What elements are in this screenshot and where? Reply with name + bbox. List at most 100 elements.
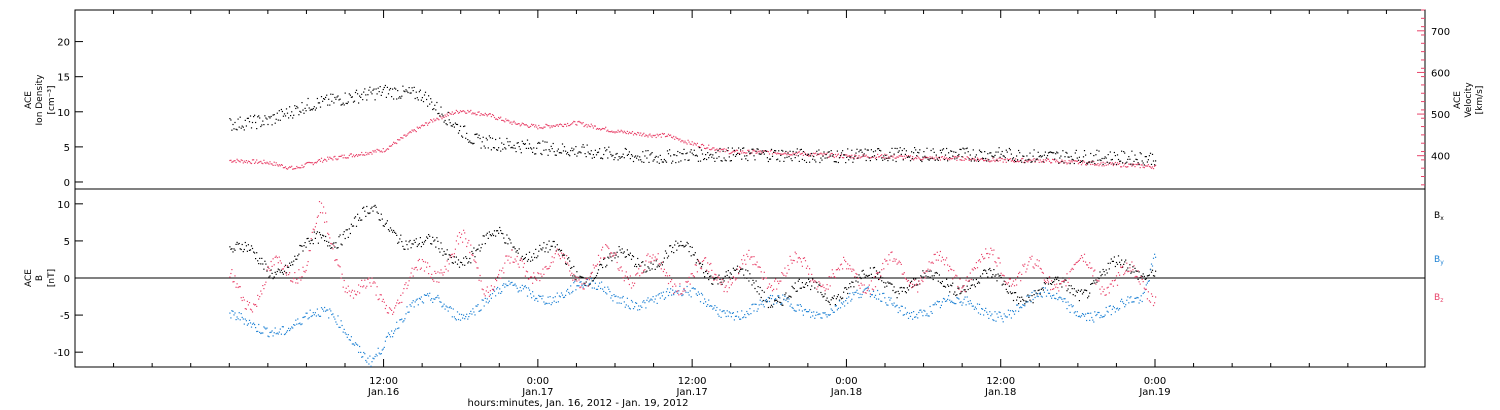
bz-point bbox=[676, 291, 678, 293]
bz-point bbox=[403, 288, 405, 290]
left-point bbox=[329, 104, 331, 106]
left-point bbox=[863, 153, 865, 155]
right-point bbox=[333, 156, 335, 158]
left-point bbox=[1091, 161, 1093, 163]
bz-point bbox=[1069, 271, 1071, 273]
right-point bbox=[711, 148, 713, 150]
bz-point bbox=[894, 260, 896, 262]
bx-point bbox=[352, 225, 355, 227]
left-point bbox=[678, 161, 680, 163]
bz-point bbox=[537, 272, 539, 274]
right-point bbox=[847, 155, 849, 157]
bx-point bbox=[1131, 271, 1133, 273]
bz-point bbox=[558, 255, 560, 257]
bx-point bbox=[914, 284, 916, 286]
by-point bbox=[780, 303, 782, 305]
left-point bbox=[1005, 149, 1007, 151]
bz-point bbox=[1090, 267, 1092, 269]
bx-point bbox=[1019, 296, 1021, 299]
right-point bbox=[309, 162, 311, 164]
by-point bbox=[312, 312, 314, 314]
left-point bbox=[925, 157, 927, 159]
by-point bbox=[642, 301, 644, 303]
bz-point bbox=[802, 257, 804, 259]
by-point bbox=[343, 328, 345, 330]
bz-point bbox=[238, 286, 240, 288]
right-point bbox=[265, 162, 267, 165]
bz-point bbox=[922, 280, 924, 283]
right-point bbox=[317, 159, 319, 161]
bz-point bbox=[418, 258, 420, 260]
left-point bbox=[558, 152, 560, 154]
bz-point bbox=[471, 254, 473, 256]
left-point bbox=[327, 104, 329, 106]
left-point bbox=[342, 102, 344, 104]
by-point bbox=[620, 302, 622, 304]
right-point bbox=[859, 157, 861, 159]
by-point bbox=[300, 324, 302, 326]
bx-point bbox=[751, 284, 753, 286]
right-point bbox=[976, 157, 979, 159]
bz-point bbox=[651, 257, 653, 259]
right-point bbox=[834, 153, 836, 156]
left-point bbox=[791, 160, 793, 162]
right-point bbox=[466, 112, 468, 114]
by-point bbox=[1018, 310, 1020, 312]
bz-point bbox=[637, 272, 639, 274]
left-point bbox=[1010, 153, 1012, 155]
by-point bbox=[535, 297, 537, 300]
bx-point bbox=[907, 289, 910, 291]
bz-point bbox=[730, 284, 732, 286]
right-point bbox=[969, 158, 971, 161]
by-point bbox=[938, 301, 940, 303]
right-point bbox=[949, 159, 951, 161]
right-point bbox=[755, 152, 757, 154]
bx-point bbox=[253, 251, 255, 253]
bx-point bbox=[468, 261, 470, 263]
left-point bbox=[305, 110, 307, 112]
right-point bbox=[1095, 164, 1097, 166]
by-point bbox=[924, 310, 926, 312]
right-point bbox=[767, 151, 769, 153]
by-point bbox=[711, 305, 713, 307]
bx-point bbox=[495, 235, 497, 237]
left-point bbox=[262, 120, 264, 122]
right-point bbox=[558, 123, 560, 126]
right-point bbox=[670, 134, 672, 136]
bx-point bbox=[759, 286, 761, 289]
left-point bbox=[540, 152, 542, 155]
right-point bbox=[669, 134, 671, 137]
right-point bbox=[832, 155, 834, 158]
left-point bbox=[1093, 155, 1095, 157]
bx-point bbox=[1139, 277, 1141, 279]
bz-point bbox=[484, 295, 486, 297]
left-point bbox=[991, 155, 993, 157]
bz-point bbox=[250, 309, 253, 311]
left-point bbox=[382, 88, 384, 91]
right-point bbox=[974, 159, 976, 161]
bz-point bbox=[256, 305, 258, 307]
bz-point bbox=[363, 285, 365, 287]
bx-point bbox=[797, 280, 799, 282]
left-point bbox=[1057, 152, 1059, 154]
right-point bbox=[661, 132, 663, 135]
left-point bbox=[420, 99, 422, 101]
right-point bbox=[1113, 163, 1115, 165]
left-point bbox=[661, 161, 663, 163]
bz-point bbox=[818, 281, 820, 283]
right-point bbox=[854, 154, 856, 156]
bx-point bbox=[280, 269, 282, 271]
bx-point bbox=[292, 264, 294, 266]
bx-point bbox=[908, 285, 911, 287]
bz-point bbox=[463, 229, 465, 231]
bx-point bbox=[700, 266, 703, 268]
left-point bbox=[694, 155, 696, 157]
right-point bbox=[465, 112, 467, 114]
bx-point bbox=[1078, 300, 1080, 302]
bx-point bbox=[1022, 298, 1024, 301]
left-point bbox=[833, 161, 835, 163]
bx-point bbox=[313, 231, 315, 233]
left-point bbox=[534, 153, 536, 155]
right-point bbox=[291, 165, 293, 167]
